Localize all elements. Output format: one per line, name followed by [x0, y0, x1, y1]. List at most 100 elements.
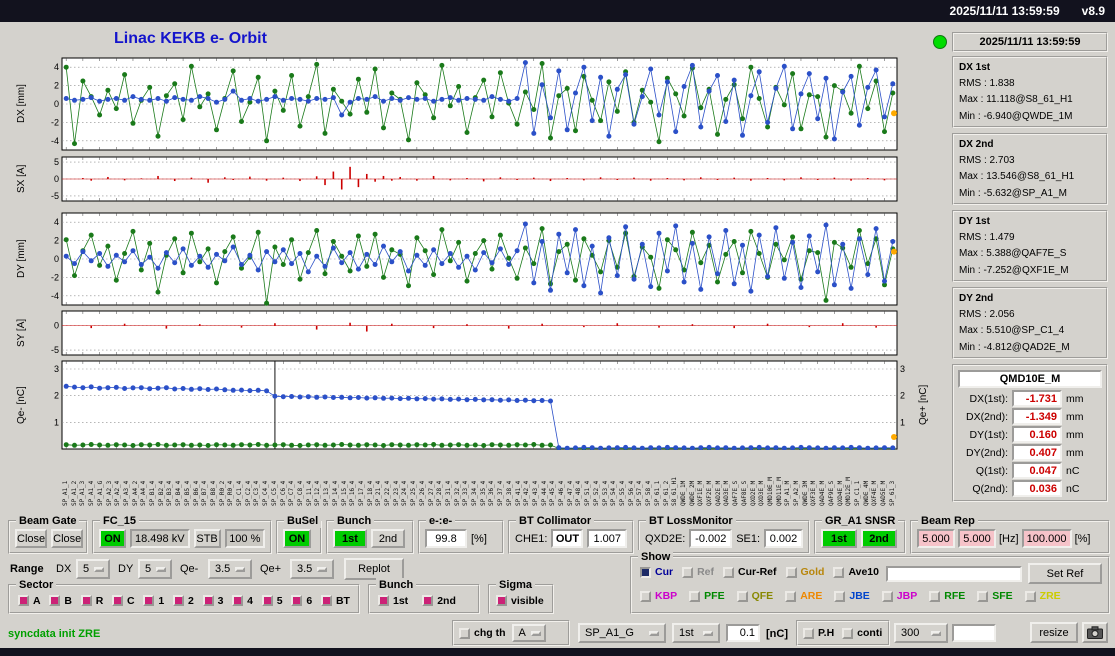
device-select[interactable]: SP_A1_G — [578, 623, 666, 643]
qmd-label: DX(1st): — [969, 392, 1008, 405]
checkbox-qfe[interactable]: QFE — [736, 590, 773, 602]
resize-button[interactable]: resize — [1030, 622, 1078, 643]
x-axis-label: SP_52_4 — [592, 480, 600, 506]
checkbox-a[interactable]: A — [18, 595, 41, 607]
beam-rep-value-1: 5.000 — [917, 529, 955, 548]
beam-gate-close-1-button[interactable]: Close — [15, 529, 48, 548]
stats-rms: RMS : 1.838 — [959, 78, 1015, 90]
replot-button[interactable]: Replot — [344, 558, 404, 580]
beam-gate-group: Beam Gate Close Close — [8, 514, 88, 554]
x-axis-label: SP_54_4 — [610, 480, 618, 506]
extra-input[interactable] — [952, 624, 996, 642]
checkbox-indicator — [689, 590, 701, 602]
range-qep-select[interactable]: 3.5 — [290, 559, 334, 579]
checkbox-p-h[interactable]: P.H — [803, 627, 834, 639]
stats-rms: RMS : 2.703 — [959, 155, 1015, 167]
checkbox-gold[interactable]: Gold — [785, 566, 824, 578]
sigma-label: Sigma — [496, 578, 536, 592]
checkbox-2[interactable]: 2 — [172, 595, 194, 607]
checkbox-sfe[interactable]: SFE — [977, 590, 1013, 602]
x-axis-label: QAD4E_M — [819, 480, 827, 506]
checkbox-bt[interactable]: BT — [320, 595, 350, 607]
x-axis-label: SP_12_4 — [314, 480, 322, 506]
fc15-stb-button[interactable]: STB — [193, 529, 221, 548]
x-axis-label: SP_33_4 — [462, 480, 470, 506]
screenshot-button[interactable] — [1082, 622, 1108, 643]
x-axis-label: QXF3E_M — [810, 480, 818, 506]
svg-text:2: 2 — [54, 391, 59, 401]
che1-out-button[interactable]: OUT — [551, 529, 584, 548]
checkbox-kbp[interactable]: KBP — [640, 590, 677, 602]
checkbox-cur-ref[interactable]: Cur-Ref — [723, 566, 777, 578]
checkbox-chg-th[interactable]: chg th — [459, 627, 506, 639]
checkbox-label: 2nd — [437, 594, 456, 607]
checkbox-3[interactable]: 3 — [202, 595, 223, 607]
checkbox-indicator — [977, 590, 989, 602]
sector-a-select[interactable]: A — [511, 624, 546, 642]
svg-text:-5: -5 — [51, 191, 59, 201]
x-axis-label: SP_18_4 — [366, 480, 374, 506]
checkbox-indicator — [172, 595, 184, 606]
checkbox-1st[interactable]: 1st — [378, 595, 408, 607]
dy-orbit-plot: 4 2 0 -2 -4 — [51, 212, 898, 306]
fc15-on-button[interactable]: ON — [99, 529, 126, 548]
checkbox-indicator — [320, 595, 332, 606]
interval-select[interactable]: 300 — [894, 623, 948, 643]
top-title-bar: 2025/11/11 13:59:59 v8.9 — [0, 0, 1115, 22]
checkbox-ref[interactable]: Ref — [682, 566, 714, 578]
qmd-unit: mm — [1066, 446, 1084, 459]
gr-a1-1st-button[interactable]: 1st — [821, 529, 857, 548]
bunch-2nd-button[interactable]: 2nd — [371, 529, 405, 548]
range-dy-select[interactable]: 5 — [138, 559, 172, 579]
x-axis-label: SP_61_2 — [662, 480, 670, 506]
checkbox-4[interactable]: 4 — [232, 595, 253, 607]
bunch-order-select[interactable]: 1st — [672, 623, 720, 643]
sector-options: A B R C 1 2 3 4 5 6 BT — [10, 586, 358, 612]
range-dx-select[interactable]: 5 — [76, 559, 110, 579]
sector-label: Sector — [16, 578, 57, 592]
checkbox-label: Ref — [697, 566, 715, 578]
option-menu-icon — [317, 566, 328, 572]
ref-file-input[interactable] — [886, 566, 1022, 582]
show-options-row-1: Cur Ref Cur-Ref Gold Ave10 — [640, 566, 879, 578]
gr-a1-2nd-button[interactable]: 2nd — [861, 529, 897, 548]
threshold-input[interactable] — [726, 624, 760, 642]
checkbox-are[interactable]: ARE — [785, 590, 822, 602]
checkbox-label: A — [33, 594, 41, 607]
checkbox-jbp[interactable]: JBP — [881, 590, 917, 602]
busel-group: BuSel ON — [276, 514, 322, 554]
x-axis-label: SP_61_3 — [888, 480, 896, 506]
checkbox-visible[interactable]: visible — [496, 595, 544, 607]
checkbox-c[interactable]: C — [112, 595, 135, 607]
svg-text:-2: -2 — [51, 117, 59, 127]
bunch-1st-button[interactable]: 1st — [333, 529, 367, 548]
checkbox-jbe[interactable]: JBE — [834, 590, 870, 602]
svg-text:2: 2 — [54, 81, 59, 91]
checkbox-5[interactable]: 5 — [261, 595, 283, 607]
range-qem-select[interactable]: 3.5 — [208, 559, 252, 579]
qmd-value: 0.047 — [1012, 462, 1062, 479]
checkbox-1[interactable]: 1 — [143, 595, 164, 607]
qmd-value: -1.731 — [1012, 390, 1062, 407]
checkbox-r[interactable]: R — [80, 595, 103, 607]
checkbox-conti[interactable]: conti — [842, 627, 882, 639]
checkbox-zre[interactable]: ZRE — [1024, 590, 1061, 602]
checkbox-ave10[interactable]: Ave10 — [833, 566, 879, 578]
set-ref-button[interactable]: Set Ref — [1028, 563, 1102, 584]
ee-ratio-label: e-:e- — [426, 514, 456, 528]
checkbox-cur[interactable]: Cur — [640, 566, 673, 578]
checkbox-pfe[interactable]: PFE — [689, 590, 725, 602]
busel-on-button[interactable]: ON — [283, 529, 311, 548]
checkbox-b[interactable]: B — [49, 595, 72, 607]
checkbox-label: conti — [857, 627, 883, 639]
beam-gate-close-2-button[interactable]: Close — [51, 529, 84, 548]
checkbox-label: PFE — [704, 590, 725, 602]
checkbox-indicator — [496, 595, 507, 606]
checkbox-2nd[interactable]: 2nd — [422, 595, 456, 607]
svg-text:4: 4 — [54, 217, 59, 227]
svg-text:4: 4 — [54, 62, 59, 72]
checkbox-6[interactable]: 6 — [291, 595, 312, 607]
checkbox-rfe[interactable]: RFE — [929, 590, 965, 602]
page-title: Linac KEKB e- Orbit — [114, 30, 267, 47]
checkbox-label: 1st — [393, 594, 409, 607]
